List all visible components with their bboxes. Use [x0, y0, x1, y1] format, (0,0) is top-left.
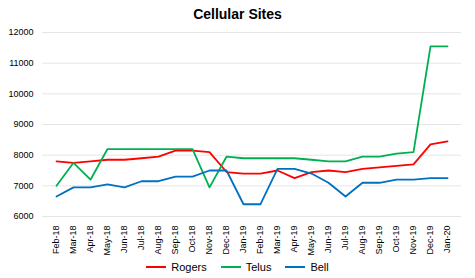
- svg-text:Nov-19: Nov-19: [408, 226, 418, 255]
- svg-text:9000: 9000: [13, 119, 33, 129]
- svg-text:Aug-18: Aug-18: [153, 226, 163, 255]
- svg-text:Oct-18: Oct-18: [187, 226, 197, 253]
- svg-text:11000: 11000: [9, 58, 33, 68]
- svg-text:Mar-19: Mar-19: [272, 226, 282, 255]
- svg-text:Dec-18: Dec-18: [221, 226, 231, 255]
- svg-text:Feb-18: Feb-18: [51, 226, 61, 255]
- svg-text:12000: 12000: [8, 27, 33, 37]
- svg-text:Apr-19: Apr-19: [289, 226, 299, 253]
- svg-text:Aug-19: Aug-19: [357, 226, 367, 255]
- svg-text:Feb-19: Feb-19: [255, 226, 265, 255]
- svg-text:Jun-19: Jun-19: [323, 226, 333, 254]
- svg-text:Jun-18: Jun-18: [119, 226, 129, 254]
- svg-text:Nov-18: Nov-18: [204, 226, 214, 255]
- svg-text:Mar-18: Mar-18: [68, 226, 78, 255]
- svg-text:7000: 7000: [13, 181, 33, 191]
- svg-text:May-18: May-18: [102, 226, 112, 256]
- svg-text:May-19: May-19: [306, 226, 316, 256]
- html-text:Telus: Telus: [245, 261, 272, 273]
- svg-text:Dec-19: Dec-19: [425, 226, 435, 255]
- html-text:Cellular Sites: Cellular Sites: [193, 6, 282, 22]
- svg-text:Oct-19: Oct-19: [391, 226, 401, 253]
- svg-text:10000: 10000: [8, 89, 33, 99]
- svg-text:Sep-18: Sep-18: [170, 226, 180, 255]
- svg-text:8000: 8000: [13, 150, 33, 160]
- svg-text:Jul-19: Jul-19: [340, 226, 350, 251]
- html-text:Bell: Bell: [310, 261, 329, 273]
- svg-text:Apr-18: Apr-18: [85, 226, 95, 253]
- svg-text:Jan-19: Jan-19: [238, 226, 248, 254]
- html-text:Rogers: Rogers: [171, 261, 207, 273]
- svg-text:6000: 6000: [13, 211, 33, 221]
- svg-text:Jan-20: Jan-20: [442, 226, 452, 254]
- svg-text:Jul-18: Jul-18: [136, 226, 146, 251]
- svg-text:Sep-19: Sep-19: [374, 226, 384, 255]
